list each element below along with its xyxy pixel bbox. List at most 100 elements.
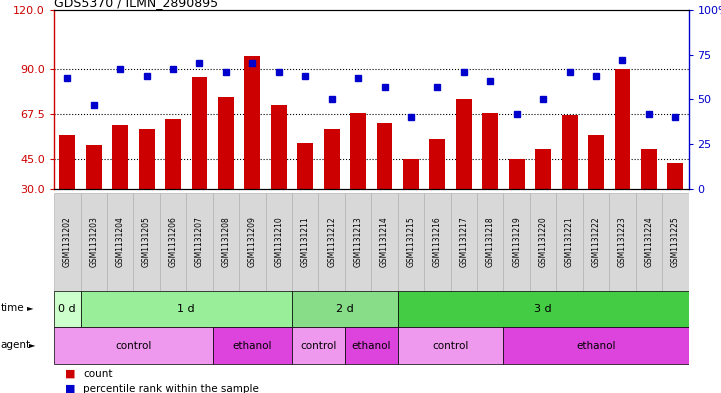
Bar xyxy=(557,193,583,291)
Bar xyxy=(424,193,451,291)
Bar xyxy=(265,193,292,291)
Text: 0 d: 0 d xyxy=(58,304,76,314)
Bar xyxy=(297,143,313,189)
Bar xyxy=(192,77,208,189)
Bar xyxy=(456,99,472,189)
Bar xyxy=(509,159,525,189)
Text: GSM1131224: GSM1131224 xyxy=(645,216,653,267)
Text: GSM1131203: GSM1131203 xyxy=(89,216,98,267)
Text: GSM1131208: GSM1131208 xyxy=(221,216,231,267)
Text: ethanol: ethanol xyxy=(352,341,391,351)
Bar xyxy=(54,327,213,364)
Text: percentile rank within the sample: percentile rank within the sample xyxy=(83,384,259,393)
Bar xyxy=(583,193,609,291)
Text: GSM1131221: GSM1131221 xyxy=(565,217,574,267)
Text: ►: ► xyxy=(29,340,35,349)
Text: GSM1131215: GSM1131215 xyxy=(407,216,415,267)
Bar xyxy=(350,113,366,189)
Text: ethanol: ethanol xyxy=(576,341,616,351)
Bar xyxy=(160,193,186,291)
Bar xyxy=(376,123,392,189)
Text: GSM1131206: GSM1131206 xyxy=(169,216,177,267)
Bar xyxy=(81,193,107,291)
Text: ■: ■ xyxy=(65,369,76,379)
Bar xyxy=(398,193,424,291)
Bar xyxy=(345,193,371,291)
Bar xyxy=(319,193,345,291)
Bar xyxy=(292,193,319,291)
Text: GSM1131205: GSM1131205 xyxy=(142,216,151,267)
Bar xyxy=(588,135,604,189)
Text: GSM1131219: GSM1131219 xyxy=(512,216,521,267)
Bar xyxy=(482,113,498,189)
Bar xyxy=(239,193,265,291)
Bar xyxy=(244,55,260,189)
Bar xyxy=(668,163,684,189)
Bar xyxy=(271,105,287,189)
Text: ►: ► xyxy=(27,303,34,312)
Text: GSM1131212: GSM1131212 xyxy=(327,217,336,267)
Text: agent: agent xyxy=(1,340,31,350)
Bar xyxy=(477,193,503,291)
Bar xyxy=(641,149,657,189)
Bar xyxy=(324,129,340,189)
Text: time: time xyxy=(1,303,25,312)
Bar xyxy=(213,327,292,364)
Text: GSM1131211: GSM1131211 xyxy=(301,217,310,267)
Bar xyxy=(165,119,181,189)
Text: 1 d: 1 d xyxy=(177,304,195,314)
Bar xyxy=(609,193,636,291)
Text: GSM1131209: GSM1131209 xyxy=(248,216,257,267)
Bar xyxy=(54,291,81,327)
Text: 2 d: 2 d xyxy=(336,304,354,314)
Bar xyxy=(535,149,551,189)
Bar xyxy=(133,193,160,291)
Text: GSM1131220: GSM1131220 xyxy=(539,216,548,267)
Text: control: control xyxy=(115,341,151,351)
Bar xyxy=(562,115,578,189)
Bar xyxy=(213,193,239,291)
Text: ethanol: ethanol xyxy=(233,341,272,351)
Text: GSM1131218: GSM1131218 xyxy=(486,217,495,267)
Text: count: count xyxy=(83,369,112,379)
Bar xyxy=(530,193,557,291)
Text: GSM1131202: GSM1131202 xyxy=(63,216,72,267)
Text: GSM1131214: GSM1131214 xyxy=(380,216,389,267)
Text: GSM1131210: GSM1131210 xyxy=(274,216,283,267)
Bar xyxy=(503,193,530,291)
Text: control: control xyxy=(433,341,469,351)
Text: ■: ■ xyxy=(65,384,76,393)
Bar xyxy=(503,327,689,364)
Bar xyxy=(186,193,213,291)
Text: GSM1131222: GSM1131222 xyxy=(591,217,601,267)
Bar xyxy=(451,193,477,291)
Text: GSM1131213: GSM1131213 xyxy=(353,216,363,267)
Bar xyxy=(59,135,75,189)
Bar xyxy=(107,193,133,291)
Bar xyxy=(398,327,503,364)
Bar xyxy=(292,291,398,327)
Bar xyxy=(54,193,81,291)
Text: GSM1131216: GSM1131216 xyxy=(433,216,442,267)
Text: GSM1131225: GSM1131225 xyxy=(671,216,680,267)
Bar xyxy=(292,327,345,364)
Bar xyxy=(81,291,292,327)
Text: 3 d: 3 d xyxy=(534,304,552,314)
Bar xyxy=(371,193,398,291)
Bar xyxy=(112,125,128,189)
Bar xyxy=(662,193,689,291)
Bar xyxy=(138,129,154,189)
Bar xyxy=(86,145,102,189)
Bar xyxy=(614,70,630,189)
Bar xyxy=(636,193,662,291)
Bar xyxy=(430,139,446,189)
Bar xyxy=(218,97,234,189)
Text: GDS5370 / ILMN_2890895: GDS5370 / ILMN_2890895 xyxy=(54,0,218,9)
Text: GSM1131223: GSM1131223 xyxy=(618,216,627,267)
Text: GSM1131207: GSM1131207 xyxy=(195,216,204,267)
Text: GSM1131217: GSM1131217 xyxy=(459,216,469,267)
Bar xyxy=(398,291,689,327)
Bar xyxy=(403,159,419,189)
Bar xyxy=(345,327,398,364)
Text: GSM1131204: GSM1131204 xyxy=(115,216,125,267)
